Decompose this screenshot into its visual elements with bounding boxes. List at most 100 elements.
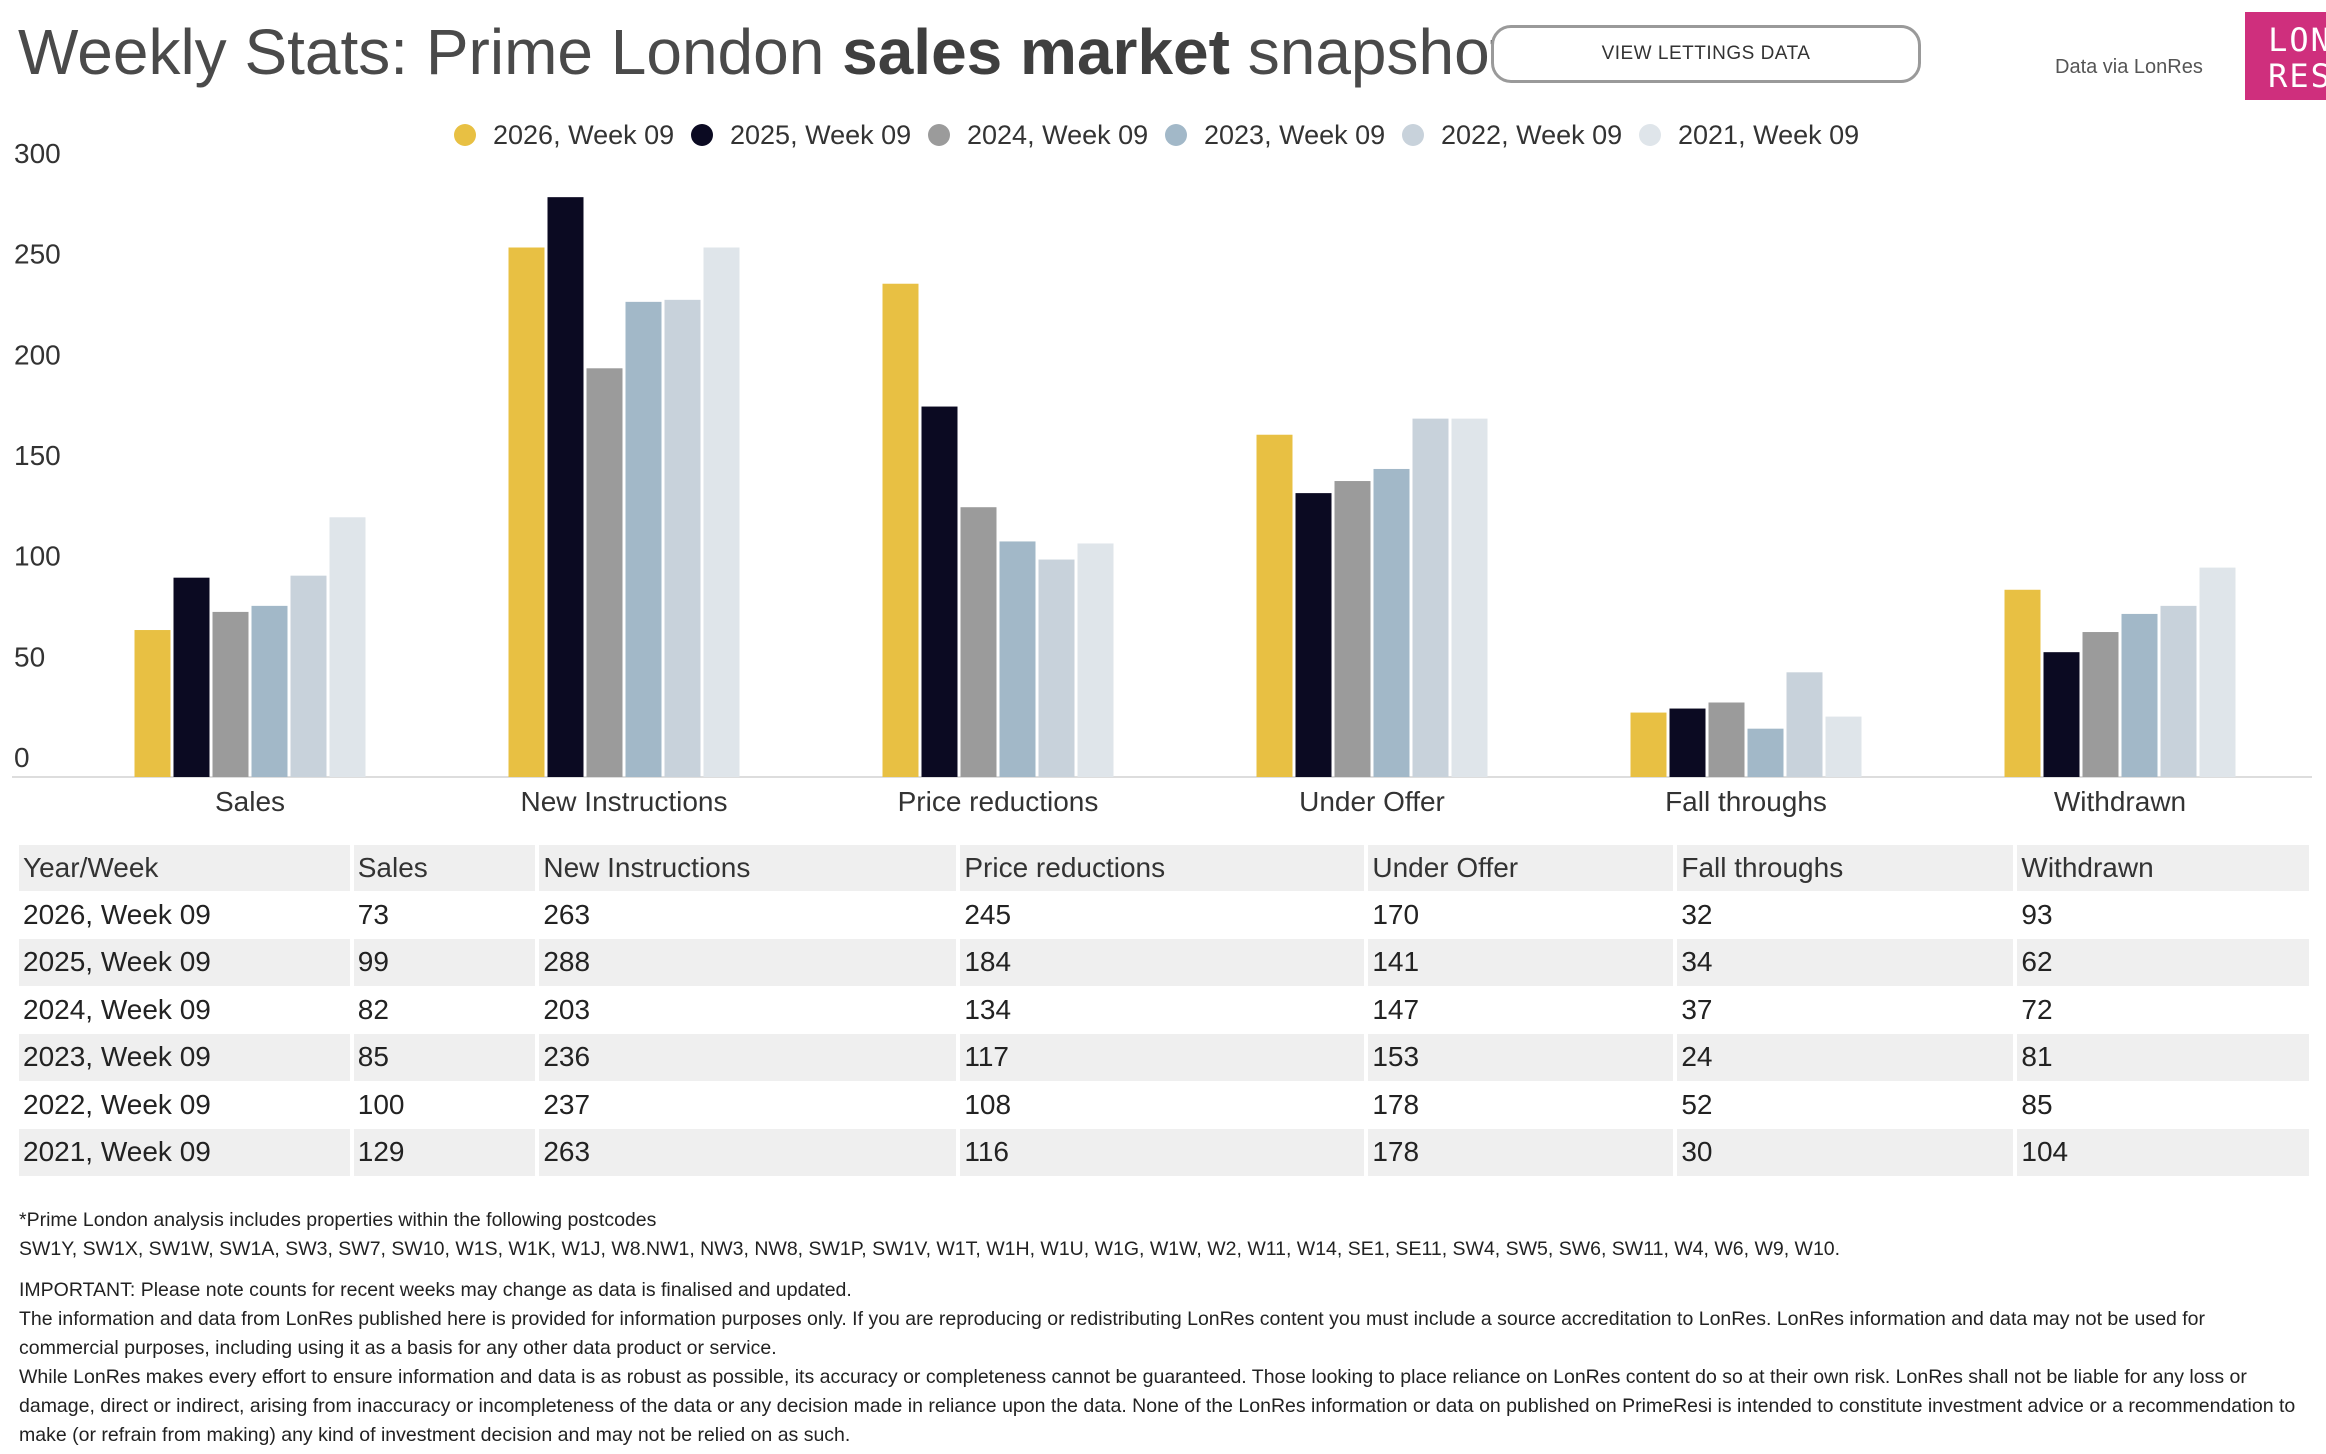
table-cell: 129: [353, 1128, 536, 1176]
table-cell: 85: [353, 1033, 536, 1081]
table-cell: 116: [960, 1128, 1365, 1176]
info-note: The information and data from LonRes pub…: [19, 1308, 2205, 1359]
bar: [212, 611, 249, 777]
legend-swatch: [928, 124, 950, 146]
y-tick-label: 250: [14, 239, 61, 270]
bar: [173, 577, 210, 777]
bar: [2043, 652, 2080, 777]
footnotes: *Prime London analysis includes properti…: [19, 1206, 2309, 1450]
table-cell: 30: [1677, 1128, 2014, 1176]
table-cell: 24: [1677, 1033, 2014, 1081]
table-cell: 263: [543, 898, 591, 930]
bar: [1451, 418, 1488, 777]
table-cell: 117: [960, 1033, 1365, 1081]
bar: [999, 541, 1036, 777]
table-cell: 288: [539, 938, 957, 986]
bar: [1077, 543, 1114, 777]
table-cell: 85: [2021, 1088, 2053, 1120]
table-cell: 82: [357, 993, 389, 1025]
bar: [1295, 493, 1332, 777]
bar: [2004, 589, 2041, 777]
bar: [1669, 708, 1706, 777]
bar: [1825, 716, 1862, 777]
bar: [1747, 728, 1784, 777]
bar: [134, 630, 171, 777]
table-header-cell: Sales: [353, 845, 536, 891]
x-tick-label: Under Offer: [1299, 786, 1445, 817]
bar: [1038, 559, 1075, 777]
table-cell: 2022, Week 09: [23, 1088, 211, 1120]
bar: [882, 283, 919, 777]
table-cell: 134: [964, 993, 1012, 1025]
table-header-row: Year/Week Sales New Instructions Price r…: [19, 845, 2309, 891]
table-cell: 141: [1368, 938, 1674, 986]
table-cell: 147: [1372, 993, 1420, 1025]
bar: [1373, 468, 1410, 777]
x-tick-label: Withdrawn: [2054, 786, 2186, 817]
table-cell: 2026, Week 09: [23, 898, 211, 930]
bar: [2121, 613, 2158, 777]
bar-chart: 2026, Week 09 2025, Week 09 2024, Week 09 2…: [12, 120, 2312, 817]
table-cell: 62: [2017, 938, 2309, 986]
table-header-cell: Withdrawn: [2017, 845, 2309, 891]
bar: [703, 247, 740, 777]
table-header-cell: New Instructions: [539, 845, 957, 891]
table-cell: 170: [1372, 898, 1420, 930]
table-cell: 37: [1681, 993, 1713, 1025]
legend-label: 2025, Week 09: [730, 120, 911, 150]
chart-bars: [134, 197, 2236, 777]
postcode-intro: *Prime London analysis includes properti…: [19, 1209, 657, 1231]
table-cell: 108: [964, 1088, 1012, 1120]
table-row: 2026, Week 09 73 263 245 170 32 93: [19, 891, 2309, 939]
postcode-list: SW1Y, SW1X, SW1W, SW1A, SW3, SW7, SW10, …: [19, 1238, 1841, 1260]
table-header-cell: Price reductions: [960, 845, 1365, 891]
table-header-cell: Fall throughs: [1677, 845, 2014, 891]
table-cell: 81: [2017, 1033, 2309, 1081]
bar: [547, 197, 584, 777]
source-note: Data via LonRes: [2055, 56, 2203, 78]
table-cell: 184: [960, 938, 1365, 986]
table-row: 2024, Week 09 82 203 134 147 37 72: [19, 986, 2309, 1034]
bar: [290, 575, 327, 777]
lonres-logo[interactable]: LON RES: [2245, 12, 2326, 100]
table-row: 2023, Week 09 85 236 117 153 24 81: [19, 1033, 2309, 1081]
table-cell: 178: [1368, 1128, 1674, 1176]
legend-swatch: [1165, 124, 1187, 146]
legend-label: 2022, Week 09: [1441, 120, 1622, 150]
table-cell: 32: [1681, 898, 1713, 930]
table-cell: 2024, Week 09: [23, 993, 211, 1025]
bar: [251, 605, 288, 777]
legend-swatch: [1639, 124, 1661, 146]
x-tick-label: Price reductions: [898, 786, 1099, 817]
bar: [921, 406, 958, 777]
bar: [1708, 702, 1745, 777]
bar: [2082, 632, 2119, 777]
bar: [586, 368, 623, 777]
legend-label: 2026, Week 09: [493, 120, 674, 150]
table-cell: 236: [539, 1033, 957, 1081]
bar: [1334, 481, 1371, 777]
table-cell: 245: [964, 898, 1012, 930]
disclaimer-note: While LonRes makes every effort to ensur…: [19, 1366, 2296, 1446]
table-cell: 2025, Week 09: [19, 938, 350, 986]
x-tick-label: Fall throughs: [1665, 786, 1827, 817]
table-cell: 99: [353, 938, 536, 986]
view-lettings-button[interactable]: VIEW LETTINGS DATA: [1491, 25, 1921, 83]
table-header-cell: Year/Week: [19, 845, 350, 891]
bar: [1786, 672, 1823, 777]
table-cell: 237: [543, 1088, 591, 1120]
table-cell: 104: [2017, 1128, 2309, 1176]
y-tick-label: 0: [14, 742, 30, 773]
bar: [664, 299, 701, 777]
table-row: 2025, Week 09 99 288 184 141 34 62: [19, 938, 2309, 986]
table-cell: 153: [1368, 1033, 1674, 1081]
stats-table: Year/Week Sales New Instructions Price r…: [15, 845, 2313, 1176]
title-part2: snapshot: [1229, 16, 1508, 88]
x-tick-label: New Instructions: [521, 786, 728, 817]
legend-swatch: [1402, 124, 1424, 146]
x-axis: Sales New Instructions Price reductions Und…: [215, 786, 2186, 817]
table-header-cell: Under Offer: [1368, 845, 1674, 891]
bar: [2160, 605, 2197, 777]
table-cell: 2021, Week 09: [19, 1128, 350, 1176]
chart-legend: 2026, Week 09 2025, Week 09 2024, Week 09 2…: [454, 120, 1859, 150]
